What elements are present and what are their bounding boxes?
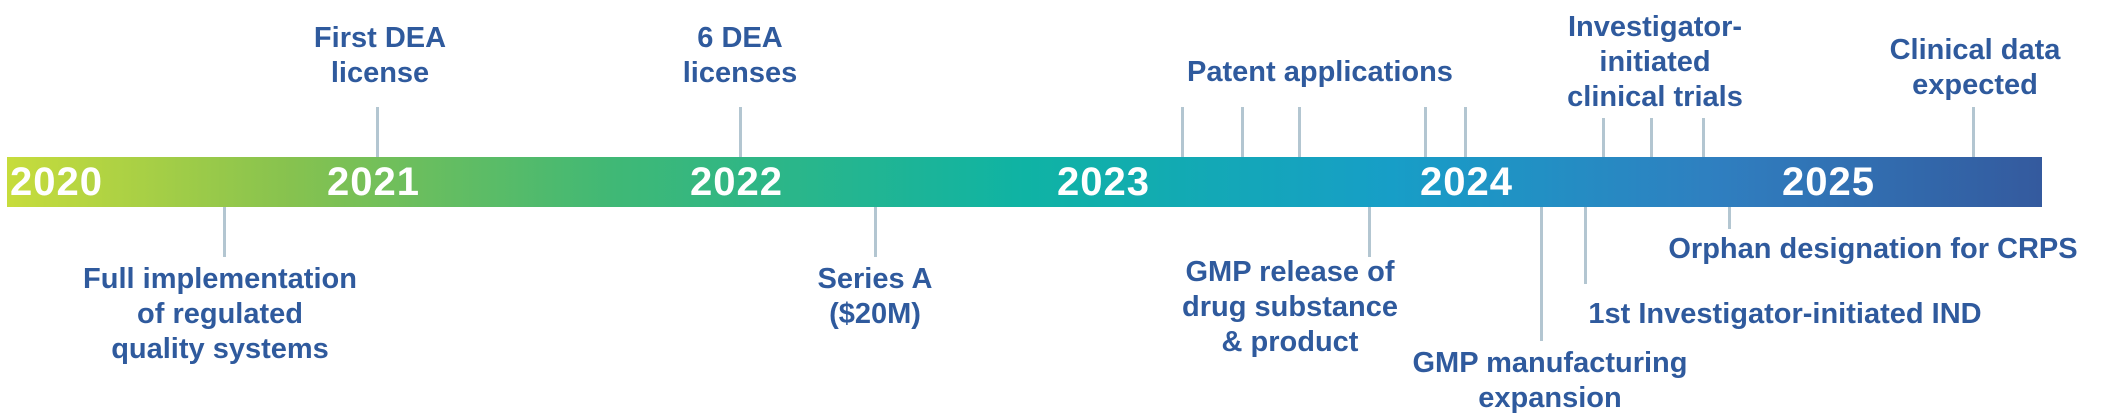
tick-full-implementation xyxy=(223,207,226,257)
tick-patent-1 xyxy=(1181,107,1184,157)
year-2023: 2023 xyxy=(1057,160,1150,204)
tick-series-a xyxy=(874,207,877,257)
tick-orphan xyxy=(1728,207,1731,229)
tick-six-dea xyxy=(739,107,742,157)
label-orphan: Orphan designation for CRPS xyxy=(1668,233,2078,265)
tick-gmp-release xyxy=(1368,207,1371,257)
label-investigator-trials: Investigator- initiated clinical trials xyxy=(1567,11,1743,113)
timeline-bar xyxy=(7,157,2042,207)
label-gmp-manufacturing: GMP manufacturing expansion xyxy=(1412,347,1688,414)
label-series-a: Series A ($20M) xyxy=(817,263,933,330)
label-patent-applications: Patent applications xyxy=(1187,56,1453,88)
year-2021: 2021 xyxy=(327,160,420,204)
tick-investigator-3 xyxy=(1702,118,1705,157)
tick-investigator-1 xyxy=(1602,118,1605,157)
tick-patent-4 xyxy=(1424,107,1427,157)
year-2025: 2025 xyxy=(1782,160,1875,204)
tick-first-ind xyxy=(1584,207,1587,284)
label-first-ind: 1st Investigator-initiated IND xyxy=(1588,298,1982,330)
label-gmp-release: GMP release of drug substance & product xyxy=(1182,256,1398,358)
year-2024: 2024 xyxy=(1420,160,1513,204)
label-clinical-data: Clinical data expected xyxy=(1889,34,2061,101)
label-full-implementation: Full implementation of regulated quality… xyxy=(83,263,357,365)
tick-investigator-2 xyxy=(1650,118,1653,157)
tick-first-dea xyxy=(376,107,379,157)
year-2022: 2022 xyxy=(690,160,783,204)
tick-patent-2 xyxy=(1241,107,1244,157)
tick-clinical-data xyxy=(1972,107,1975,157)
tick-patent-3 xyxy=(1298,107,1301,157)
label-first-dea: First DEA license xyxy=(313,22,447,89)
label-six-dea: 6 DEA licenses xyxy=(682,22,798,89)
year-2020: 2020 xyxy=(10,160,103,204)
tick-gmp-manufacturing xyxy=(1540,207,1543,341)
tick-patent-5 xyxy=(1464,107,1467,157)
